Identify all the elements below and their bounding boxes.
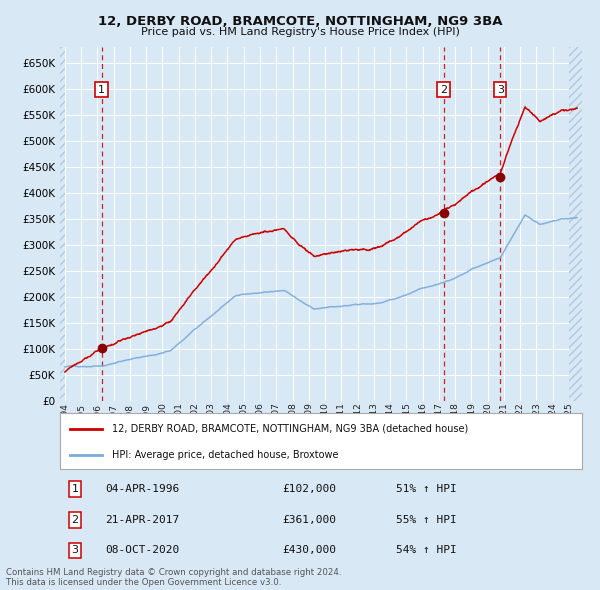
Text: 3: 3 (71, 546, 79, 555)
Text: 2: 2 (440, 85, 448, 94)
Text: 54% ↑ HPI: 54% ↑ HPI (396, 546, 457, 555)
Text: 2: 2 (71, 515, 79, 525)
Bar (60, 47, 65, 401)
Text: Contains HM Land Registry data © Crown copyright and database right 2024.
This d: Contains HM Land Registry data © Crown c… (6, 568, 341, 587)
Text: £361,000: £361,000 (282, 515, 336, 525)
Text: 1: 1 (98, 85, 105, 94)
Text: 3: 3 (497, 85, 504, 94)
Text: Price paid vs. HM Land Registry's House Price Index (HPI): Price paid vs. HM Land Registry's House … (140, 27, 460, 37)
Bar (569, 47, 582, 401)
Text: 21-APR-2017: 21-APR-2017 (105, 515, 179, 525)
Text: 12, DERBY ROAD, BRAMCOTE, NOTTINGHAM, NG9 3BA: 12, DERBY ROAD, BRAMCOTE, NOTTINGHAM, NG… (98, 15, 502, 28)
Text: 51% ↑ HPI: 51% ↑ HPI (396, 484, 457, 494)
Text: 08-OCT-2020: 08-OCT-2020 (105, 546, 179, 555)
Text: 12, DERBY ROAD, BRAMCOTE, NOTTINGHAM, NG9 3BA (detached house): 12, DERBY ROAD, BRAMCOTE, NOTTINGHAM, NG… (112, 424, 469, 434)
Text: 55% ↑ HPI: 55% ↑ HPI (396, 515, 457, 525)
Text: HPI: Average price, detached house, Broxtowe: HPI: Average price, detached house, Brox… (112, 450, 338, 460)
Text: 1: 1 (71, 484, 79, 494)
Text: £430,000: £430,000 (282, 546, 336, 555)
Text: £102,000: £102,000 (282, 484, 336, 494)
Text: 04-APR-1996: 04-APR-1996 (105, 484, 179, 494)
